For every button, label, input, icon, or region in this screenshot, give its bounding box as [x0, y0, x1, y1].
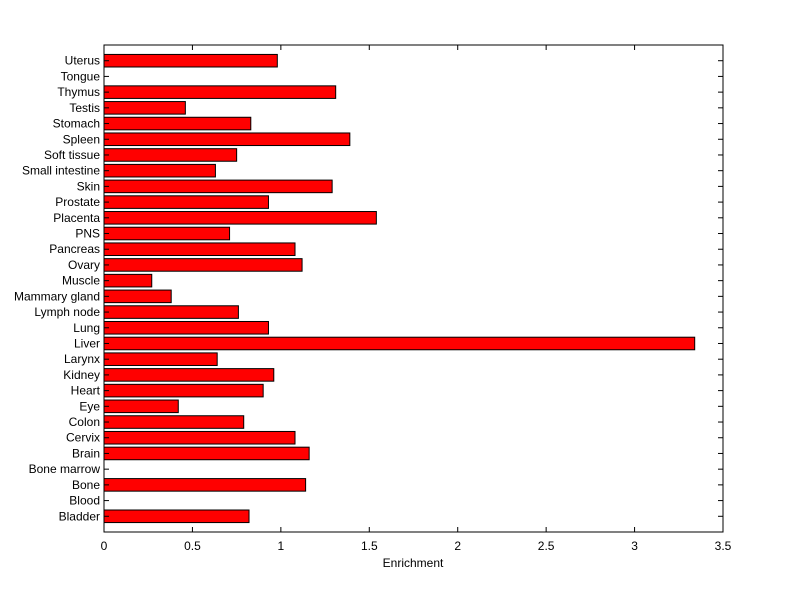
y-tick-label: Colon	[69, 415, 100, 429]
y-tick-label: Mammary gland	[14, 289, 100, 303]
y-tick-label: Thymus	[57, 85, 100, 99]
y-tick-label: Eye	[79, 399, 100, 413]
y-tick-label: Placenta	[53, 211, 100, 225]
bar-ovary	[103, 258, 303, 272]
plot-frame	[103, 44, 724, 533]
bar-liver	[103, 336, 696, 351]
bar-eye	[103, 399, 179, 414]
bar-muscle	[103, 273, 153, 288]
bar-kidney	[103, 368, 275, 382]
y-tick-label: Liver	[74, 336, 100, 350]
bar-spleen	[103, 132, 351, 147]
y-tick-label: Heart	[71, 384, 101, 398]
x-tick-label: 2.5	[538, 539, 555, 553]
x-tick-label: 2	[454, 539, 461, 553]
bar-bladder	[103, 509, 250, 524]
bar-pns	[103, 226, 231, 241]
y-tick-label: Lymph node	[34, 305, 100, 319]
y-tick-label: Bladder	[59, 509, 100, 523]
x-axis-label: Enrichment	[383, 556, 444, 570]
y-tick-label: Prostate	[55, 195, 100, 209]
bar-thymus	[103, 85, 337, 99]
y-tick-label: Bone marrow	[29, 462, 101, 476]
bar-skin	[103, 179, 333, 194]
bar-small-intestine	[103, 163, 216, 178]
bar-cervix	[103, 430, 296, 445]
y-tick-label: Bone	[72, 478, 100, 492]
y-tick-label: Stomach	[53, 117, 100, 131]
y-tick-label: Blood	[69, 494, 100, 508]
x-tick-label: 0	[101, 539, 108, 553]
y-tick-label: Cervix	[66, 431, 100, 445]
x-tick-label: 1	[278, 539, 285, 553]
y-tick-label: Testis	[69, 101, 100, 115]
bar-stomach	[103, 116, 252, 131]
bar-prostate	[103, 195, 269, 209]
y-tick-label: PNS	[75, 227, 100, 241]
y-tick-label: Tongue	[61, 69, 101, 83]
bar-soft-tissue	[103, 148, 238, 162]
bar-placenta	[103, 211, 377, 225]
bar-larynx	[103, 352, 218, 366]
y-tick-label: Uterus	[65, 54, 100, 68]
y-tick-label: Small intestine	[22, 164, 100, 178]
y-tick-label: Lung	[73, 321, 100, 335]
bar-colon	[103, 415, 245, 429]
y-tick-label: Soft tissue	[44, 148, 100, 162]
y-tick-label: Muscle	[62, 274, 100, 288]
bar-bone	[103, 478, 307, 492]
x-tick-label: 3	[631, 539, 638, 553]
y-tick-label: Brain	[72, 446, 100, 460]
bar-lymph-node	[103, 305, 239, 319]
x-tick-label: 0.5	[184, 539, 201, 553]
bar-pancreas	[103, 242, 296, 257]
y-tick-label: Kidney	[63, 368, 100, 382]
bar-mammary-gland	[103, 289, 172, 304]
y-tick-label: Pancreas	[49, 242, 100, 256]
y-tick-label: Spleen	[63, 132, 100, 146]
x-tick-label: 3.5	[715, 539, 732, 553]
y-tick-label: Skin	[77, 179, 100, 193]
bar-uterus	[103, 53, 278, 68]
bar-lung	[103, 320, 269, 335]
x-tick-label: 1.5	[361, 539, 378, 553]
bar-testis	[103, 101, 186, 115]
y-tick-label: Larynx	[64, 352, 100, 366]
bar-brain	[103, 446, 310, 461]
y-tick-label: Ovary	[68, 258, 100, 272]
bar-heart	[103, 383, 264, 398]
